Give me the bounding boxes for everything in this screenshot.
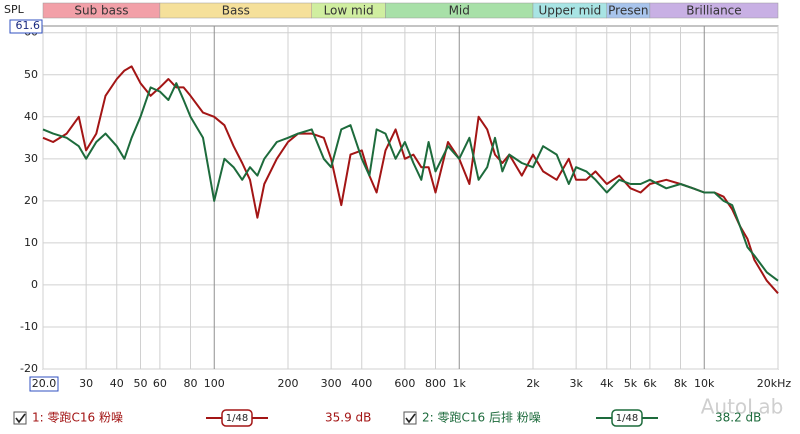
x-tick-label: 300 [321, 377, 342, 390]
x-tick-label: 600 [394, 377, 415, 390]
legend-check [15, 413, 26, 424]
legend-label: 1: 零跑C16 粉噪 [32, 411, 123, 425]
x-tick-label: 6k [643, 377, 657, 390]
legend-level: 38.2 dB [715, 411, 761, 425]
series-line [42, 82, 779, 282]
legend-check [405, 413, 416, 424]
smoothing-label: 1/48 [616, 413, 638, 424]
y-tick-label: -10 [20, 320, 38, 333]
x-limit-box [29, 376, 59, 392]
legend-checkbox[interactable] [13, 411, 27, 425]
legend-level: 35.9 dB [325, 411, 371, 425]
x-tick-label: 400 [351, 377, 372, 390]
x-tick-label: 800 [425, 377, 446, 390]
x-tick-label: 40 [110, 377, 124, 390]
x-tick-label: 30 [79, 377, 93, 390]
y-tick-label: 40 [24, 110, 38, 123]
x-tick-label: 2k [526, 377, 540, 390]
band-label: Sub bass [74, 4, 128, 18]
y-tick-label: 0 [31, 278, 38, 291]
y-limit-box [9, 19, 43, 34]
x-tick-label: 100 [204, 377, 225, 390]
x-tick-label: 5k [624, 377, 638, 390]
legend-label: 2: 零跑C16 后排 粉噪 [422, 411, 541, 425]
x-tick-label: 20kHz [757, 377, 792, 390]
x-tick-label: 3k [569, 377, 583, 390]
x-tick-label: 20.0 [32, 377, 57, 390]
x-tick-label: 1k [453, 377, 467, 390]
y-tick-label: 50 [24, 68, 38, 81]
smoothing-box [611, 409, 643, 427]
smoothing-box [221, 409, 253, 427]
y-tick-label: 10 [24, 236, 38, 249]
band-label: Brilliance [686, 4, 741, 18]
band [649, 2, 779, 19]
band-label: Upper mid [538, 4, 601, 18]
band-label: Bass [222, 4, 250, 18]
y-axis-label: SPL [4, 3, 25, 16]
y-limit-label: 61.6 [16, 19, 41, 32]
y-tick-label: 20 [24, 194, 38, 207]
band-label: Mid [449, 4, 470, 18]
y-tick-label: 30 [24, 152, 38, 165]
x-tick-label: 80 [184, 377, 198, 390]
x-tick-label: 4k [600, 377, 614, 390]
x-tick-label: 10k [694, 377, 715, 390]
legend-checkbox[interactable] [403, 411, 417, 425]
smoothing-label: 1/48 [226, 413, 248, 424]
plot-area [42, 25, 779, 370]
x-tick-label: 60 [153, 377, 167, 390]
y-tick-label: -20 [20, 362, 38, 375]
series-line [42, 65, 779, 294]
x-tick-label: 50 [133, 377, 147, 390]
x-tick-label: 200 [278, 377, 299, 390]
watermark: AutoLab [701, 395, 784, 419]
band-label: Presen [608, 4, 648, 18]
band-label: Low mid [324, 4, 374, 18]
x-tick-label: 8k [674, 377, 688, 390]
